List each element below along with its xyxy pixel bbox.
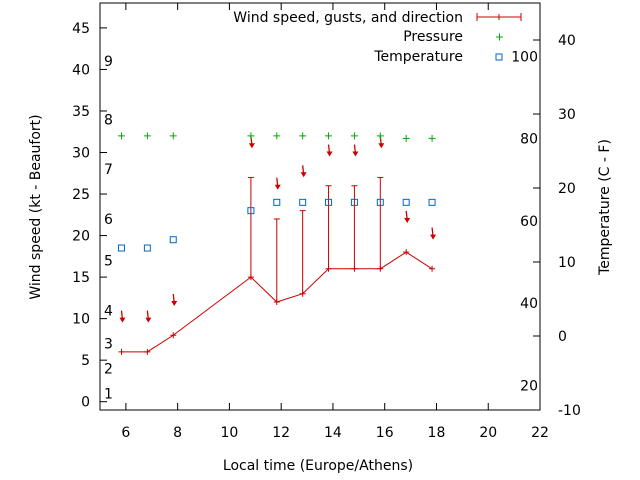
x-tick-label: 6: [121, 425, 130, 441]
y-tick-label: 20: [72, 229, 90, 245]
celsius-tick-label: 20: [558, 181, 576, 197]
x-tick-label: 22: [531, 425, 549, 441]
y-axis-label: Wind speed (kt - Beaufort): [28, 114, 44, 299]
fahrenheit-tick-label: 40: [520, 296, 538, 312]
x-tick-label: 18: [428, 425, 446, 441]
fahrenheit-tick-label: 60: [520, 214, 538, 230]
celsius-tick-label: 0: [558, 329, 567, 345]
beaufort-label: 2: [104, 361, 113, 377]
pressure-point: [169, 132, 177, 140]
beaufort-label: 7: [104, 162, 113, 178]
temperature-point: [273, 198, 281, 206]
x-axis-label: Local time (Europe/Athens): [223, 458, 413, 474]
wind-speed-point: [118, 348, 125, 355]
y-tick-label: 45: [72, 21, 90, 37]
beaufort-label: 6: [104, 212, 113, 228]
celsius-tick-label: 40: [558, 33, 576, 49]
beaufort-label: 9: [104, 54, 113, 70]
temperature-point: [143, 244, 151, 252]
y-tick-label: 25: [72, 187, 90, 203]
pressure-point: [325, 132, 333, 140]
pressure-point: [376, 132, 384, 140]
celsius-tick-label: 30: [558, 107, 576, 123]
wind-direction-arrowhead: [119, 317, 126, 323]
beaufort-label: 5: [104, 253, 113, 269]
temperature-point: [169, 236, 177, 244]
x-tick-label: 10: [220, 425, 238, 441]
temperature-point: [376, 198, 384, 206]
y-tick-label: 35: [72, 104, 90, 120]
wind-direction-arrowhead: [248, 143, 255, 149]
beaufort-label: 1: [104, 386, 113, 402]
series-layer: [117, 132, 437, 355]
y-tick-label: 10: [72, 312, 90, 328]
wind-direction-arrowhead: [300, 172, 307, 178]
wind-speed-point: [144, 348, 151, 355]
temperature-point: [247, 207, 255, 215]
y-tick-label: 5: [81, 353, 90, 369]
wind-direction-arrowhead: [171, 301, 178, 307]
wind-speed-point: [325, 265, 332, 272]
legend-marker-temperature: [495, 53, 503, 61]
pressure-point: [350, 132, 358, 140]
temperature-point: [117, 244, 125, 252]
axis-ticks-layer: 6 8 10 12 14 16 18 20 22051015202530354045123456…: [72, 3, 581, 441]
temperature-point: [350, 198, 358, 206]
wind-direction-arrowhead: [274, 184, 281, 190]
x-tick-label: 14: [324, 425, 342, 441]
pressure-point: [273, 132, 281, 140]
plot-frame: [99, 2, 541, 411]
wind-speed-point: [377, 265, 384, 272]
y-tick-label: 15: [72, 270, 90, 286]
temperature-point: [402, 198, 410, 206]
wind-direction-arrowhead: [145, 317, 152, 323]
wind-direction-arrowhead: [430, 234, 437, 240]
wind-speed-point: [247, 274, 254, 281]
legend: Wind speed, gusts, and direction Pressure…: [233, 10, 522, 65]
pressure-point: [428, 134, 436, 142]
pressure-point: [402, 134, 410, 142]
plot-frame-layer: [99, 2, 541, 411]
wind-speed-point: [299, 290, 306, 297]
beaufort-label: 8: [104, 112, 113, 128]
pressure-point: [143, 132, 151, 140]
fahrenheit-tick-label: 20: [520, 378, 538, 394]
celsius-tick-label: 10: [558, 255, 576, 271]
x-tick-label: 8: [173, 425, 182, 441]
beaufort-label: 3: [104, 337, 113, 353]
wind-speed-point: [170, 332, 177, 339]
fahrenheit-tick-label: 100: [511, 49, 538, 65]
pressure-point: [299, 132, 307, 140]
pressure-point: [117, 132, 125, 140]
y-tick-label: 40: [72, 62, 90, 78]
wind-speed-point: [273, 299, 280, 306]
legend-label-temperature: Temperature: [373, 49, 463, 65]
wind-direction-arrowhead: [326, 151, 333, 157]
fahrenheit-tick-label: 80: [520, 132, 538, 148]
legend-label-pressure: Pressure: [403, 29, 463, 45]
y2-axis-label: Temperature (C - F): [597, 139, 613, 276]
legend-marker-pressure: [496, 33, 503, 41]
y-tick-label: 30: [72, 146, 90, 162]
y-tick-label: 0: [81, 395, 90, 411]
x-tick-label: 12: [272, 425, 290, 441]
pressure-point: [247, 132, 255, 140]
temperature-point: [428, 198, 436, 206]
beaufort-label: 4: [104, 303, 113, 319]
x-tick-label: 16: [376, 425, 394, 441]
wind-direction-arrowhead: [352, 151, 359, 157]
legend-marker-wind: [476, 13, 522, 21]
x-tick-label: 20: [479, 425, 497, 441]
wind-direction-arrowhead: [404, 217, 411, 223]
temperature-point: [325, 198, 333, 206]
wind-speed-point: [403, 249, 410, 256]
wind-speed-point: [429, 265, 436, 272]
legend-label-wind: Wind speed, gusts, and direction: [233, 10, 463, 26]
wind-speed-point: [351, 265, 358, 272]
temperature-point: [299, 198, 307, 206]
celsius-tick-label: -10: [558, 403, 581, 419]
wind-direction-arrowhead: [378, 143, 385, 149]
